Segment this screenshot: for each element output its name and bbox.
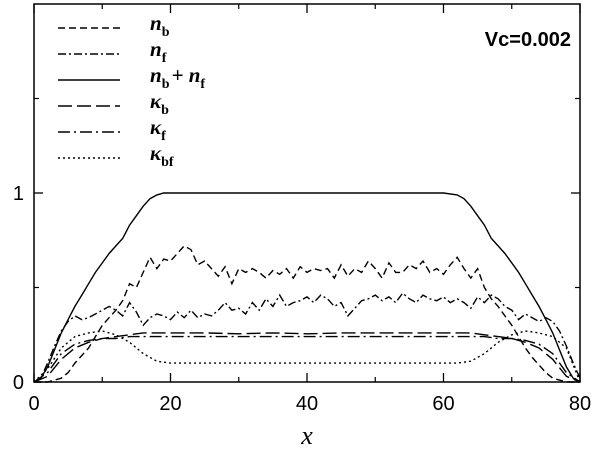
legend-label: nb+ nf <box>150 63 205 92</box>
legend-label: κf <box>150 115 166 144</box>
legend-label: κbf <box>150 141 174 170</box>
x-tick-label: 80 <box>569 393 591 415</box>
ticks-layer: 0 20 40 60 80 0 1 <box>13 4 591 415</box>
legend-label: nb <box>150 11 170 40</box>
y-tick-label: 1 <box>13 183 24 205</box>
series-line-1 <box>33 292 581 383</box>
series-line-2 <box>33 192 581 383</box>
x-axis-label: x <box>300 421 313 450</box>
x-tick-label: 20 <box>159 393 181 415</box>
series-line-4 <box>33 335 581 383</box>
x-tick-label: 0 <box>28 393 39 415</box>
vc-annotation: Vc=0.002 <box>485 29 571 51</box>
x-tick-label: 40 <box>296 393 318 415</box>
legend-label: nf <box>150 37 167 66</box>
series-line-0 <box>34 245 580 383</box>
legend-label: κb <box>150 89 169 118</box>
x-tick-label: 60 <box>432 393 454 415</box>
series-line-3 <box>33 332 581 383</box>
series-layer <box>33 192 581 383</box>
y-tick-label: 0 <box>13 372 24 394</box>
series-line-5 <box>33 330 581 383</box>
